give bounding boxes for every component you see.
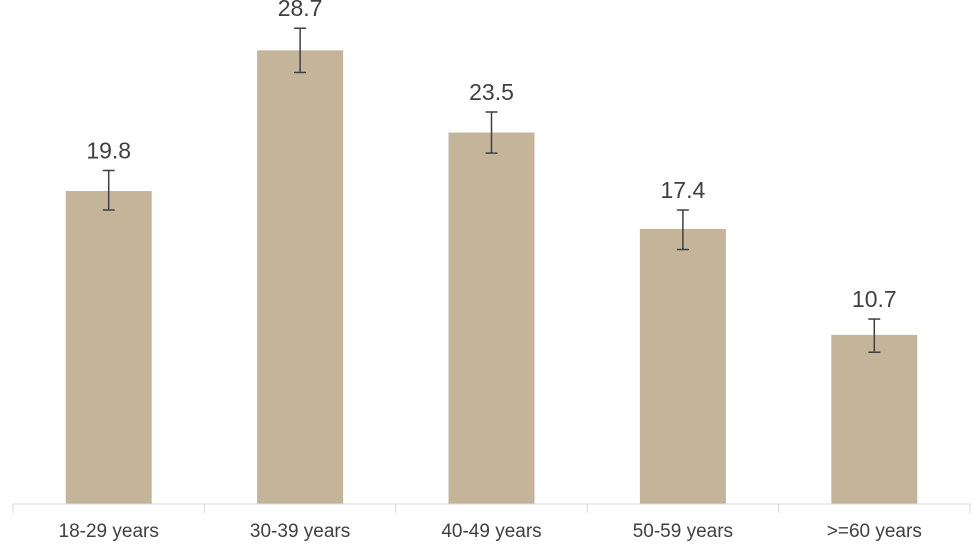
x-tick-label-0: 18-29 years xyxy=(59,521,159,542)
data-labels-group: 19.8 28.7 23.5 17.4 10.7 xyxy=(86,0,896,312)
error-bars-group xyxy=(102,27,881,354)
bar-4 xyxy=(831,334,918,504)
data-label-1: 28.7 xyxy=(278,0,323,21)
x-tick-label-4: >=60 years xyxy=(827,521,922,542)
bar-2 xyxy=(448,132,535,504)
data-label-0: 19.8 xyxy=(86,137,131,163)
x-tick-label-3: 50-59 years xyxy=(633,521,733,542)
x-axis-labels-group: 18-29 years 30-39 years 40-49 years 50-59 y… xyxy=(59,521,922,542)
data-label-2: 23.5 xyxy=(469,79,514,105)
bar-3 xyxy=(639,228,726,504)
data-label-4: 10.7 xyxy=(852,286,897,312)
bar-0 xyxy=(65,191,152,504)
bars-group xyxy=(65,50,918,505)
x-tick-label-1: 30-39 years xyxy=(250,521,350,542)
x-tick-label-2: 40-49 years xyxy=(441,521,541,542)
data-label-3: 17.4 xyxy=(661,177,706,203)
bar-1 xyxy=(257,50,344,505)
x-axis-ticks-group xyxy=(12,504,971,513)
